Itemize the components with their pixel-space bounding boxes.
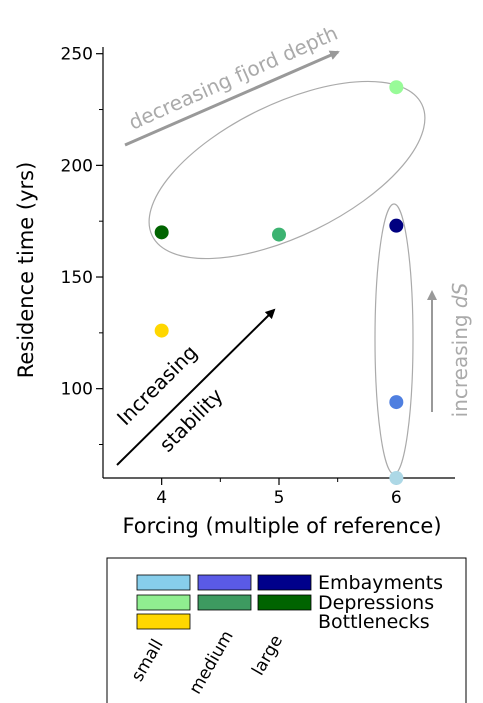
- x-tick-label: 6: [391, 488, 402, 508]
- data-point: [154, 323, 169, 338]
- legend-swatch: [136, 613, 191, 630]
- data-point: [389, 395, 404, 410]
- salinity-label-prefix: increasing: [448, 308, 472, 417]
- stability-arrow: [116, 308, 276, 466]
- y-axis-label: Residence time (yrs): [14, 162, 38, 379]
- x-tick-label: 5: [274, 488, 285, 508]
- embayments-group-ellipse: [374, 203, 414, 475]
- legend-swatches: [136, 574, 312, 630]
- data-point: [154, 225, 169, 240]
- legend-label-depressions: Depressions: [318, 592, 434, 614]
- x-ticks: 4 5 6: [156, 478, 402, 508]
- x-tick-label: 4: [156, 488, 167, 508]
- legend-swatch: [197, 574, 252, 591]
- data-points: [154, 80, 404, 485]
- legend-swatch: [197, 594, 252, 611]
- legend-swatch: [257, 574, 312, 591]
- legend-swatch: [136, 574, 191, 591]
- salinity-label: increasing dS: [448, 282, 472, 417]
- y-tick-label: 150: [61, 268, 93, 288]
- fjord-depth-label: decreasing fjord depth: [125, 21, 341, 135]
- y-tick-label: 200: [61, 156, 93, 176]
- legend-swatch: [257, 594, 312, 611]
- y-tick-label: 100: [61, 380, 93, 400]
- y-ticks: 100 150 200 250: [61, 45, 103, 446]
- legend-swatch: [136, 594, 191, 611]
- legend-label-embayments: Embayments: [318, 572, 443, 594]
- depressions-group-ellipse: [148, 80, 426, 260]
- y-tick-label: 250: [61, 45, 93, 65]
- legend-label-bottlenecks: Bottlenecks: [318, 611, 430, 633]
- x-axis-label: Forcing (multiple of reference): [122, 514, 441, 538]
- data-point: [272, 227, 286, 242]
- fjord-depth-arrow: [124, 50, 340, 147]
- stability-label-line2: stability: [154, 383, 227, 456]
- data-point: [389, 471, 404, 485]
- data-point: [389, 80, 404, 95]
- data-point: [389, 218, 404, 233]
- salinity-label-symbol: dS: [448, 282, 472, 308]
